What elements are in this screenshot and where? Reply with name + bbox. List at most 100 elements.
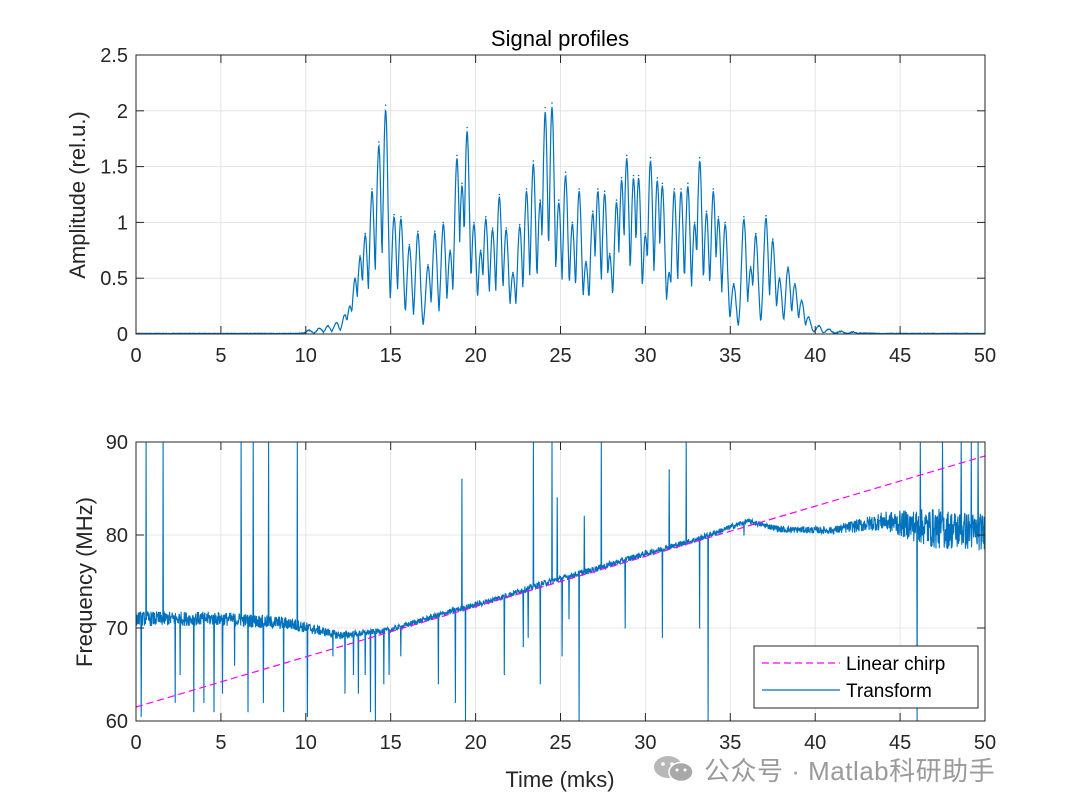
amplitude-peak-point (597, 188, 599, 190)
amplitude-peak-point (578, 188, 580, 190)
amplitude-peak-point (479, 249, 482, 252)
amplitude-peak-point (400, 216, 402, 218)
x-tick-label: 50 (974, 732, 996, 754)
amplitude-series-line (135, 106, 986, 335)
transform-spike-point (283, 711, 285, 713)
top-axes-plot-area (135, 102, 986, 335)
transform-spike-point (193, 711, 195, 713)
amplitude-peak-point (456, 154, 458, 157)
amplitude-peak-point (449, 249, 451, 252)
transform-spike-point (461, 478, 463, 480)
transform-spike-point (332, 655, 334, 657)
amplitude-peak-point (732, 283, 735, 285)
amplitude-peak-point (408, 243, 411, 246)
transform-spike-point (568, 618, 570, 620)
amplitude-peak-point (498, 193, 501, 196)
top-axes-ticks: 0 5 10 15 20 25 30 35 40 45 50 0 0.5 1 1.5 2 2.5 (100, 45, 996, 367)
amplitude-peak-point (327, 325, 329, 328)
amplitude-peak-point (427, 264, 429, 266)
amplitude-peak-point (485, 216, 487, 218)
amplitude-peak-point (378, 141, 380, 143)
x-tick-label: 45 (889, 345, 911, 367)
y-tick-label: 60 (106, 711, 128, 733)
amplitude-peak-point (393, 213, 395, 216)
x-tick-label: 0 (130, 732, 141, 754)
amplitude-peak-point (755, 232, 757, 235)
legend: Linear chirp Transform (753, 645, 979, 709)
amplitude-peak-point (364, 232, 367, 235)
amplitude-peak-point (649, 156, 652, 159)
transform-spike-point (364, 673, 366, 676)
amplitude-peak-point (434, 230, 436, 233)
transform-spike-point (437, 683, 439, 685)
transform-spike-point (556, 497, 558, 499)
amplitude-peak-point (564, 171, 567, 173)
transform-spike-point (561, 655, 563, 657)
y-tick-label: 90 (106, 432, 128, 454)
transform-spike-point (661, 636, 664, 638)
amplitude-peak-point (743, 216, 745, 218)
amplitude-peak-point (505, 227, 508, 229)
transform-spike-point (369, 711, 371, 713)
amplitude-peak-point (787, 266, 789, 268)
transform-spike-point (527, 636, 529, 638)
bottom-axes-ticks: 0 5 10 15 20 25 30 35 40 45 50 60 70 80 90 (106, 432, 996, 754)
transform-spike-point (262, 701, 264, 704)
amplitude-peak-point (625, 154, 628, 157)
transform-spike-point (388, 673, 390, 676)
amplitude-peak-point (525, 188, 528, 190)
amplitude-peak-point (461, 182, 463, 185)
transform-spike-point (352, 673, 354, 676)
transform-spike-point (522, 646, 524, 648)
amplitude-peak-point (661, 182, 664, 185)
wechat-icon (654, 756, 694, 783)
amplitude-peak-point (518, 223, 521, 226)
amplitude-peak-point (384, 104, 387, 106)
y-tick-label: 0 (117, 324, 128, 346)
transform-spike-point (306, 715, 309, 718)
amplitude-peak-point (680, 188, 682, 190)
amplitude-peak-point (693, 221, 696, 224)
amplitude-peak-point (698, 156, 701, 159)
transform-spike-point (247, 711, 249, 713)
amplitude-peak-point (620, 177, 623, 179)
transform-series-line (136, 442, 985, 721)
amplitude-peak-point (772, 238, 774, 240)
amplitude-peak-point (371, 188, 373, 190)
amplitude-peak-point (335, 322, 338, 324)
transform-spike-point (213, 711, 215, 713)
watermark: 公众号 · Matlab科研助手 (652, 752, 995, 786)
x-tick-label: 30 (634, 732, 656, 754)
amplitude-peak-point (673, 188, 676, 190)
x-tick-label: 10 (295, 732, 317, 754)
transform-spike-point (743, 534, 745, 536)
top-axes: 0 5 10 15 20 25 30 35 40 45 50 0 0.5 1 1.5 2 2.5 Signal … (65, 26, 996, 367)
amplitude-peak-point (532, 160, 535, 162)
top-y-axis-label: Amplitude (rel.u.) (65, 111, 90, 279)
amplitude-peak-point (512, 271, 514, 274)
transform-spike-point (203, 701, 205, 704)
amplitude-peak-point (491, 227, 494, 229)
amplitude-peak-point (354, 277, 356, 280)
transform-spike-point (179, 673, 181, 676)
amplitude-peak-point (585, 260, 587, 263)
amplitude-peak-point (318, 327, 321, 330)
x-tick-label: 15 (380, 732, 402, 754)
amplitude-peak-point (344, 314, 346, 316)
x-tick-label: 40 (804, 345, 826, 367)
x-tick-label: 40 (804, 732, 826, 754)
amplitude-peak-point (668, 271, 670, 274)
transform-spike-point (454, 701, 456, 704)
x-tick-label: 35 (719, 732, 741, 754)
amplitude-peak-point (839, 331, 842, 333)
transform-spike-point (539, 683, 541, 685)
amplitude-peak-point (466, 126, 468, 129)
amplitude-peak-point (473, 221, 475, 224)
amplitude-peak-point (749, 266, 752, 268)
amplitude-peak-point (778, 277, 781, 280)
amplitude-peak-point (417, 230, 419, 233)
legend-box (753, 645, 979, 709)
y-tick-label: 0.5 (100, 268, 128, 290)
x-tick-label: 25 (549, 732, 571, 754)
